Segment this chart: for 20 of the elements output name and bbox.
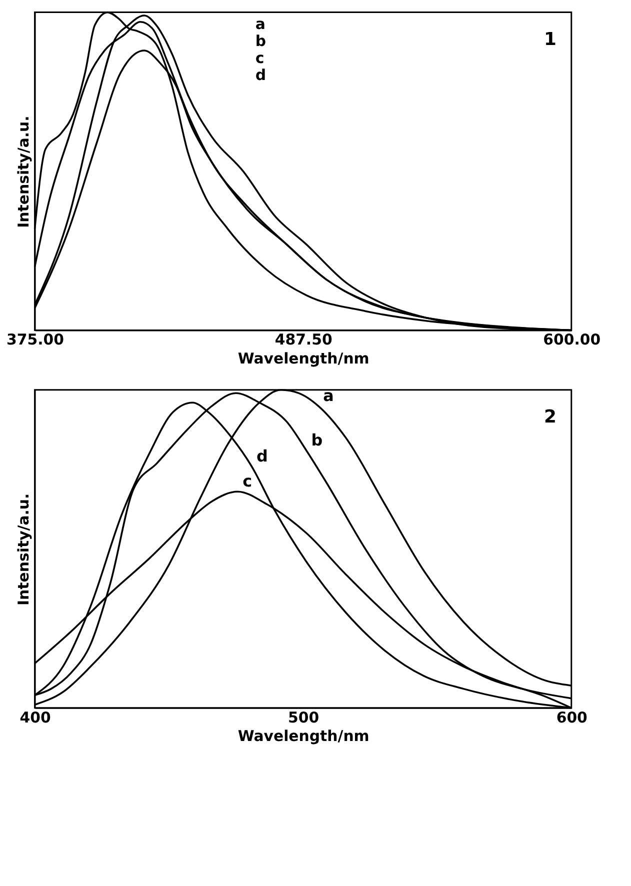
annotation: b bbox=[311, 430, 323, 450]
annotation: d bbox=[256, 446, 268, 466]
y-axis-title: Intensity/a.u. bbox=[14, 493, 32, 606]
annotation: a bbox=[323, 386, 334, 405]
annotation: 2 bbox=[544, 406, 556, 428]
x-axis-title: Wavelength/nm bbox=[238, 727, 370, 746]
annotation: 1 bbox=[544, 29, 556, 50]
x-tick-label: 500 bbox=[288, 708, 320, 726]
x-tick-label: 400 bbox=[20, 708, 51, 726]
annotation: b bbox=[255, 32, 266, 50]
y-axis-title: Intensity/a.u. bbox=[14, 116, 32, 228]
x-tick-label: 600 bbox=[556, 708, 588, 726]
x-tick-label: 375.00 bbox=[6, 330, 64, 349]
x-axis-title: Wavelength/nm bbox=[238, 350, 370, 368]
x-tick-label: 600.00 bbox=[543, 330, 601, 349]
annotation: d bbox=[255, 66, 266, 84]
annotation: a bbox=[255, 15, 266, 34]
annotation: c bbox=[242, 472, 252, 491]
annotation: c bbox=[255, 48, 264, 67]
x-tick-label: 487.50 bbox=[274, 330, 332, 349]
